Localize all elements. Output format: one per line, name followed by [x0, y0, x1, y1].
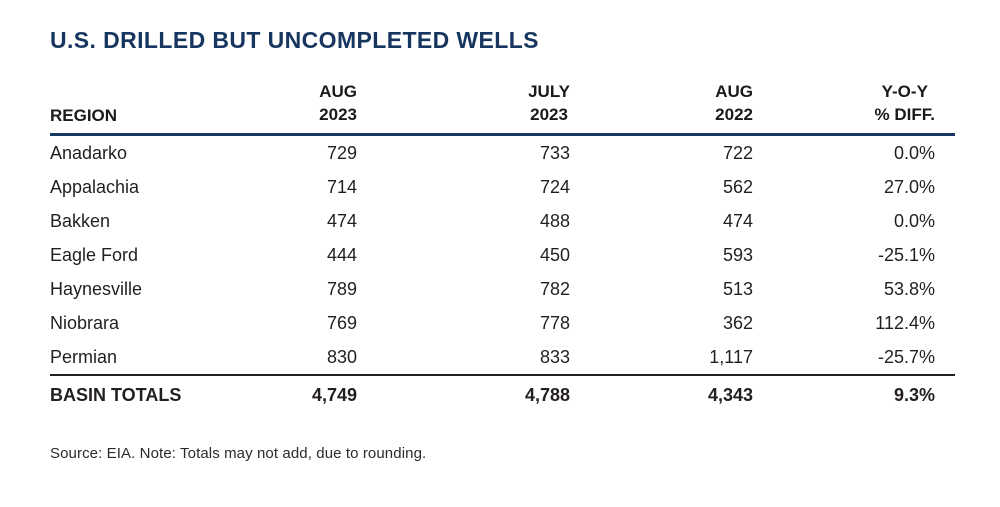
yoy-pct-diff-cell: 0.0% [893, 210, 935, 231]
column-header-line1: JULY [528, 82, 570, 101]
yoy-pct-diff-cell: 112.4% [875, 312, 935, 333]
table-row-haynesville: Haynesville 789 782 513 53.8% [50, 272, 955, 306]
table-row-appalachia: Appalachia 714 724 562 27.0% [50, 170, 955, 204]
header-row: REGION AUG 2023 JULY 2023 AUG 2022 Y-O-Y % D… [50, 80, 955, 136]
column-header-july-2023: JULY 2023 [357, 80, 570, 136]
july-2023-cell: 733 [539, 142, 570, 163]
region-cell: Eagle Ford [50, 244, 139, 265]
july-2023-cell: 782 [539, 278, 570, 299]
region-cell: Bakken [50, 210, 111, 231]
yoy-pct-diff-cell: 0.0% [893, 142, 935, 163]
totals-aug-2022-cell: 4,343 [570, 374, 753, 414]
totals-label-cell: BASIN TOTALS [50, 374, 210, 414]
totals-aug-2023-cell: 4,749 [210, 374, 357, 414]
aug-2022-cell: 1,117 [709, 346, 753, 367]
aug-2022-cell: 362 [722, 312, 753, 333]
aug-2023-cell: 474 [326, 210, 357, 231]
column-header-line2: 2023 [319, 105, 357, 124]
page-title: U.S. DRILLED BUT UNCOMPLETED WELLS [50, 27, 539, 53]
table-row-anadarko: Anadarko 729 733 722 0.0% [50, 135, 955, 171]
column-header-line1: Y-O-Y [881, 82, 928, 101]
yoy-pct-diff-cell: -25.1% [877, 244, 935, 265]
aug-2022-cell: 474 [722, 210, 753, 231]
aug-2023-cell: 769 [326, 312, 357, 333]
column-header-aug-2023: AUG 2023 [210, 80, 357, 136]
aug-2022-cell: 513 [722, 278, 753, 299]
yoy-pct-diff-cell: 53.8% [883, 278, 935, 299]
aug-2022-cell: 562 [722, 176, 753, 197]
column-header-aug-2022: AUG 2022 [570, 80, 753, 136]
totals-yoy-pct-diff-cell: 9.3% [753, 374, 955, 414]
table-row-permian: Permian 830 833 1,117 -25.7% [50, 340, 955, 375]
july-2023-cell: 450 [539, 244, 570, 265]
duc-wells-table: REGION AUG 2023 JULY 2023 AUG 2022 Y-O-Y % D… [50, 80, 955, 414]
table-row-bakken: Bakken 474 488 474 0.0% [50, 204, 955, 238]
table-body: Anadarko 729 733 722 0.0% Appalachia 714… [50, 135, 955, 414]
region-cell: Niobrara [50, 312, 120, 333]
source-footnote: Source: EIA. Note: Totals may not add, d… [50, 445, 427, 462]
july-2023-cell: 833 [539, 346, 570, 367]
table-row-basin-totals: BASIN TOTALS 4,749 4,788 4,343 9.3% [50, 374, 955, 414]
region-cell: Permian [50, 346, 118, 367]
column-header-line2: 2023 [530, 105, 568, 124]
region-cell: Haynesville [50, 278, 143, 299]
july-2023-cell: 778 [539, 312, 570, 333]
july-2023-cell: 724 [539, 176, 570, 197]
column-header-line2: % DIFF. [874, 105, 935, 124]
column-header-line2: 2022 [715, 105, 753, 124]
table-row-niobrara: Niobrara 769 778 362 112.4% [50, 306, 955, 340]
aug-2023-cell: 729 [326, 142, 357, 163]
july-2023-cell: 488 [539, 210, 570, 231]
aug-2023-cell: 789 [326, 278, 357, 299]
aug-2023-cell: 830 [326, 346, 357, 367]
table-header: REGION AUG 2023 JULY 2023 AUG 2022 Y-O-Y % D… [50, 80, 955, 136]
totals-july-2023-cell: 4,788 [357, 374, 570, 414]
aug-2023-cell: 444 [326, 244, 357, 265]
column-header-line1: AUG [715, 82, 753, 101]
aug-2022-cell: 593 [722, 244, 753, 265]
yoy-pct-diff-cell: -25.7% [877, 346, 935, 367]
page-container: U.S. DRILLED BUT UNCOMPLETED WELLS REGIO… [50, 27, 955, 462]
column-header-region: REGION [50, 80, 210, 136]
column-header-line1: AUG [319, 82, 357, 101]
region-cell: Anadarko [50, 142, 128, 163]
aug-2023-cell: 714 [326, 176, 357, 197]
column-header-yoy-pct-diff: Y-O-Y % DIFF. [753, 80, 955, 136]
yoy-pct-diff-cell: 27.0% [883, 176, 935, 197]
table-row-eagle-ford: Eagle Ford 444 450 593 -25.1% [50, 238, 955, 272]
region-cell: Appalachia [50, 176, 140, 197]
aug-2022-cell: 722 [722, 142, 753, 163]
